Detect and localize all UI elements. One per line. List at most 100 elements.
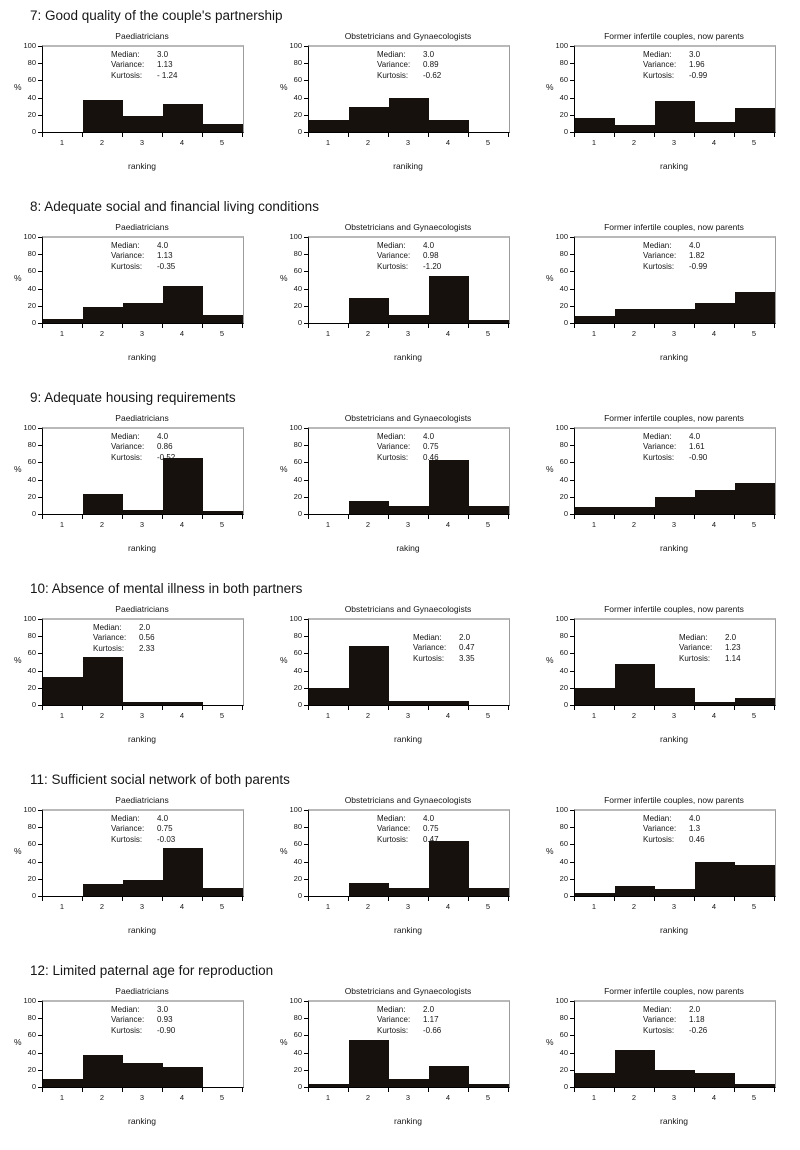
stats-box: Median: 3.0 Variance: 0.89 Kurtosis: -0.62	[377, 50, 441, 82]
x-tick-mark	[654, 133, 655, 137]
x-tick-label: 1	[325, 138, 331, 147]
y-tick-label: 20	[559, 110, 568, 119]
y-tick-label: 0	[31, 700, 36, 709]
y-tick-mark	[38, 1053, 42, 1054]
stat-label: Kurtosis:	[111, 452, 143, 462]
bar	[203, 124, 243, 132]
stat-value: 1.61	[689, 442, 705, 452]
y-tick-mark	[304, 705, 308, 706]
x-tick-label: 1	[325, 329, 331, 338]
stat-label: Kurtosis:	[377, 834, 409, 844]
stat-label: Median:	[413, 632, 442, 642]
x-tick-mark	[348, 515, 349, 519]
x-tick-label: 3	[139, 138, 145, 147]
bar	[575, 316, 615, 323]
stat-variance-row: Variance: 1.13	[111, 60, 177, 71]
stat-label: Kurtosis:	[377, 70, 409, 80]
stat-variance-row: Variance: 0.89	[377, 60, 441, 71]
y-tick-label: 80	[559, 440, 568, 449]
x-axis-label: ranking	[660, 161, 688, 171]
y-tick-mark	[570, 1035, 574, 1036]
x-tick-mark	[654, 324, 655, 328]
stat-median-row: Median: 3.0	[111, 1005, 175, 1016]
y-tick-mark	[570, 827, 574, 828]
x-tick-mark	[468, 706, 469, 710]
stat-label: Kurtosis:	[643, 834, 675, 844]
y-tick-label: 100	[289, 423, 302, 432]
y-tick-mark	[570, 1053, 574, 1054]
plot-area: Median: 4.0 Variance: 1.13 Kurtosis: -0.35	[42, 236, 244, 324]
y-axis-label: %	[280, 1037, 288, 1047]
stat-median-row: Median: 4.0	[643, 814, 705, 825]
x-tick-mark	[468, 324, 469, 328]
chart-title: Paediatricians	[115, 986, 169, 996]
y-tick-mark	[570, 1087, 574, 1088]
stat-label: Median:	[111, 813, 140, 823]
y-tick-mark	[570, 1070, 574, 1071]
y-tick-label: 60	[293, 648, 302, 657]
plot-area: Median: 2.0 Variance: 0.56 Kurtosis: 2.33	[42, 618, 244, 706]
histogram-chart: Paediatricians% 100 80 60 40 20 0 1 2 3 4 5 ranking M…	[0, 31, 266, 187]
y-tick-mark	[570, 688, 574, 689]
y-tick-label: 100	[289, 232, 302, 241]
x-tick-mark	[428, 133, 429, 137]
y-tick-label: 0	[297, 509, 302, 518]
x-tick-label: 3	[405, 138, 411, 147]
x-tick-mark	[308, 1088, 309, 1092]
x-tick-label: 4	[445, 1093, 451, 1102]
stat-value: -1.20	[423, 261, 442, 271]
y-tick-label: 60	[559, 1030, 568, 1039]
y-axis-label: %	[14, 464, 22, 474]
x-tick-label: 2	[631, 520, 637, 529]
stat-label: Variance:	[93, 633, 127, 643]
stat-label: Kurtosis:	[377, 452, 409, 462]
charts-row: Paediatricians% 100 80 60 40 20 0 1 2 3 4 5 ranking M…	[0, 413, 800, 569]
stat-label: Variance:	[643, 824, 677, 834]
x-tick-label: 4	[711, 711, 717, 720]
y-tick-mark	[570, 636, 574, 637]
y-tick-mark	[38, 306, 42, 307]
stat-median-row: Median: 2.0	[377, 1005, 441, 1016]
bar	[615, 507, 655, 514]
x-tick-label: 3	[405, 520, 411, 529]
bar	[389, 314, 429, 323]
stat-variance-row: Variance: 1.96	[643, 60, 707, 71]
y-tick-label: 100	[289, 614, 302, 623]
x-tick-mark	[242, 133, 243, 137]
x-tick-label: 5	[219, 902, 225, 911]
stat-value: 4.0	[157, 813, 169, 823]
y-tick-label: 60	[27, 648, 36, 657]
stat-label: Median:	[377, 431, 406, 441]
bar	[163, 847, 203, 896]
question-row: 10: Absence of mental illness in both pa…	[0, 576, 800, 767]
y-tick-label: 80	[27, 249, 36, 258]
y-tick-label: 0	[297, 700, 302, 709]
y-tick-mark	[304, 63, 308, 64]
y-tick-mark	[38, 237, 42, 238]
y-tick-mark	[570, 98, 574, 99]
bar	[575, 1073, 615, 1087]
y-tick-mark	[570, 879, 574, 880]
bar	[43, 318, 83, 323]
y-tick-mark	[304, 862, 308, 863]
stats-box: Median: 4.0 Variance: 1.13 Kurtosis: -0.35	[111, 241, 175, 273]
y-tick-mark	[570, 46, 574, 47]
bar	[615, 309, 655, 323]
stat-label: Median:	[643, 813, 672, 823]
bar	[655, 309, 695, 323]
stat-label: Kurtosis:	[111, 70, 143, 80]
x-tick-label: 4	[711, 329, 717, 338]
x-tick-mark	[774, 1088, 775, 1092]
y-tick-label: 80	[559, 249, 568, 258]
y-tick-label: 20	[559, 1065, 568, 1074]
chart-title: Obstetricians and Gynaecologists	[344, 413, 472, 423]
bar	[429, 459, 469, 514]
x-tick-mark	[122, 897, 123, 901]
bar	[429, 1065, 469, 1087]
x-tick-mark	[202, 1088, 203, 1092]
y-tick-mark	[38, 827, 42, 828]
y-tick-label: 60	[27, 839, 36, 848]
x-tick-label: 1	[59, 711, 65, 720]
stat-label: Median:	[377, 813, 406, 823]
x-tick-mark	[734, 1088, 735, 1092]
